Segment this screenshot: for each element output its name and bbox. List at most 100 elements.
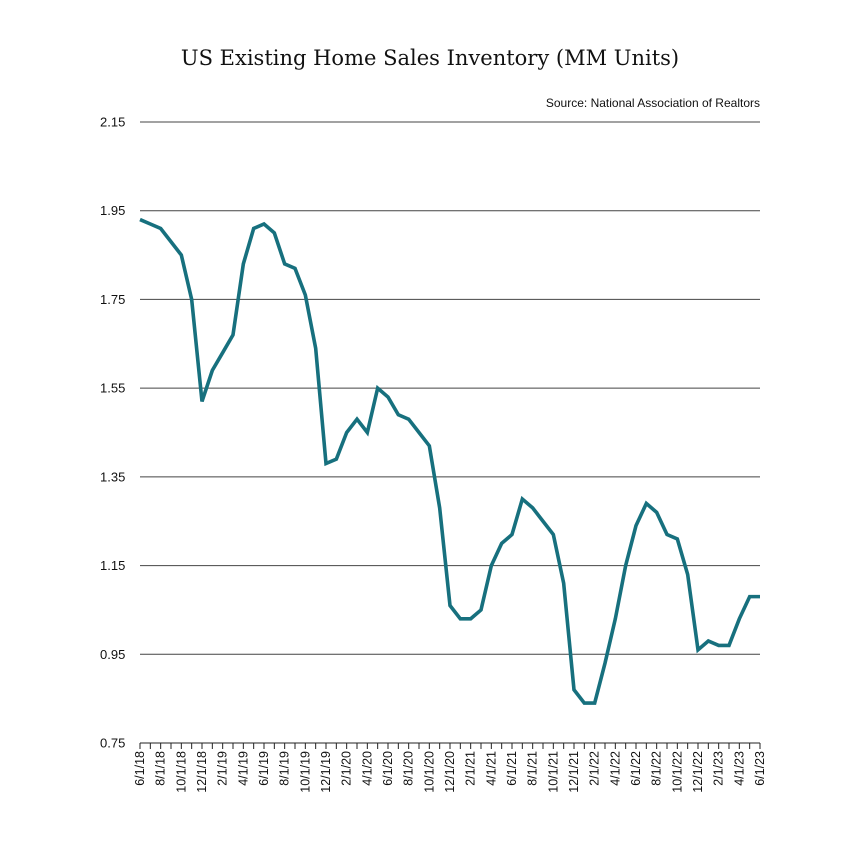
series-line xyxy=(139,217,760,705)
x-tick-label: 2/1/21 xyxy=(464,751,478,786)
data-point xyxy=(530,505,535,510)
y-tick-label: 1.55 xyxy=(100,381,125,396)
grid-lines xyxy=(140,121,760,655)
x-tick-label: 4/1/20 xyxy=(360,751,374,786)
x-tick-label: 10/1/21 xyxy=(546,751,560,793)
y-tick-label: 0.95 xyxy=(100,647,125,662)
x-tick-label: 6/1/20 xyxy=(381,751,395,786)
x-tick-label: 4/1/22 xyxy=(608,751,622,786)
data-point xyxy=(489,563,494,568)
x-tick-label: 8/1/19 xyxy=(278,751,292,786)
chart-source: Source: National Association of Realtors xyxy=(545,96,760,110)
x-tick-label: 4/1/23 xyxy=(732,751,746,786)
data-point xyxy=(375,386,380,391)
data-point xyxy=(479,607,484,612)
data-point xyxy=(582,701,587,706)
data-point xyxy=(448,603,453,608)
data-point xyxy=(200,399,205,404)
data-point xyxy=(437,505,442,510)
data-point xyxy=(210,368,215,373)
data-point xyxy=(272,230,277,235)
x-tick-label: 8/1/21 xyxy=(526,751,540,786)
data-point xyxy=(685,572,690,577)
data-point xyxy=(303,292,308,297)
x-tick-label: 10/1/20 xyxy=(422,751,436,793)
data-point xyxy=(458,616,463,621)
data-point xyxy=(613,616,618,621)
x-tick-label: 12/1/22 xyxy=(691,751,705,793)
data-point xyxy=(665,532,670,537)
x-tick-label: 10/1/18 xyxy=(174,751,188,793)
data-point xyxy=(634,523,639,528)
x-axis: 6/1/18 8/1/18 10/1/18 12/1/18 2/1/19 4/1/19 6/… xyxy=(133,742,767,793)
x-tick-label: 6/1/18 xyxy=(133,751,147,786)
data-point xyxy=(427,443,432,448)
x-tick-label: 12/1/21 xyxy=(567,751,581,793)
data-point xyxy=(148,222,153,227)
x-tick-label: 8/1/22 xyxy=(650,751,664,786)
data-point xyxy=(386,395,391,400)
data-point xyxy=(592,701,597,706)
y-tick-label: 1.15 xyxy=(100,558,125,573)
data-point xyxy=(468,616,473,621)
data-point xyxy=(313,346,318,351)
y-axis: 2.15 1.95 1.75 1.55 1.35 1.15 0.95 0.75 xyxy=(100,115,125,751)
data-point xyxy=(365,430,370,435)
data-point xyxy=(603,661,608,666)
x-tick-label: 6/1/22 xyxy=(629,751,643,786)
data-point xyxy=(520,497,525,502)
x-tick-label: 2/1/19 xyxy=(216,751,230,786)
x-tick-label: 12/1/20 xyxy=(443,751,457,793)
data-point xyxy=(251,226,256,231)
x-tick-label: 10/1/19 xyxy=(298,751,312,793)
x-tick-label: 2/1/20 xyxy=(340,751,354,786)
x-tick-label: 2/1/22 xyxy=(588,751,602,786)
data-point xyxy=(572,687,577,692)
x-tick-label: 6/1/19 xyxy=(257,751,271,786)
data-point xyxy=(231,332,236,337)
y-tick-label: 2.15 xyxy=(100,115,125,130)
data-point xyxy=(758,594,763,599)
data-point xyxy=(417,430,422,435)
data-point xyxy=(727,643,732,648)
data-point xyxy=(551,532,556,537)
data-point xyxy=(499,541,504,546)
x-tick-label: 4/1/19 xyxy=(236,751,250,786)
x-tick-label: 8/1/20 xyxy=(402,751,416,786)
x-tick-label: 12/1/19 xyxy=(319,751,333,793)
data-point xyxy=(169,239,174,244)
data-point xyxy=(293,266,298,271)
data-point xyxy=(737,616,742,621)
data-point xyxy=(396,412,401,417)
data-point xyxy=(179,253,184,258)
series-group xyxy=(138,217,763,706)
data-point xyxy=(334,457,339,462)
data-point xyxy=(158,226,163,231)
data-point xyxy=(644,501,649,506)
x-tick-label: 6/1/23 xyxy=(753,751,767,786)
data-point xyxy=(706,638,711,643)
x-tick-label: 10/1/22 xyxy=(670,751,684,793)
y-tick-label: 1.75 xyxy=(100,292,125,307)
data-point xyxy=(675,536,680,541)
data-point xyxy=(241,261,246,266)
data-point xyxy=(406,417,411,422)
data-point xyxy=(716,643,721,648)
y-tick-label: 1.95 xyxy=(100,203,125,218)
y-tick-label: 1.35 xyxy=(100,469,125,484)
data-point xyxy=(220,350,225,355)
data-point xyxy=(282,261,287,266)
data-point xyxy=(561,581,566,586)
data-point xyxy=(623,563,628,568)
chart-title: US Existing Home Sales Inventory (MM Uni… xyxy=(180,46,680,70)
x-tick-label: 6/1/21 xyxy=(505,751,519,786)
data-point xyxy=(344,430,349,435)
data-point xyxy=(696,647,701,652)
data-point xyxy=(138,217,143,222)
x-tick-label: 12/1/18 xyxy=(195,751,209,793)
data-point xyxy=(324,461,329,466)
x-tick-label: 2/1/23 xyxy=(712,751,726,786)
x-tick-label: 4/1/21 xyxy=(484,751,498,786)
data-point xyxy=(654,510,659,515)
